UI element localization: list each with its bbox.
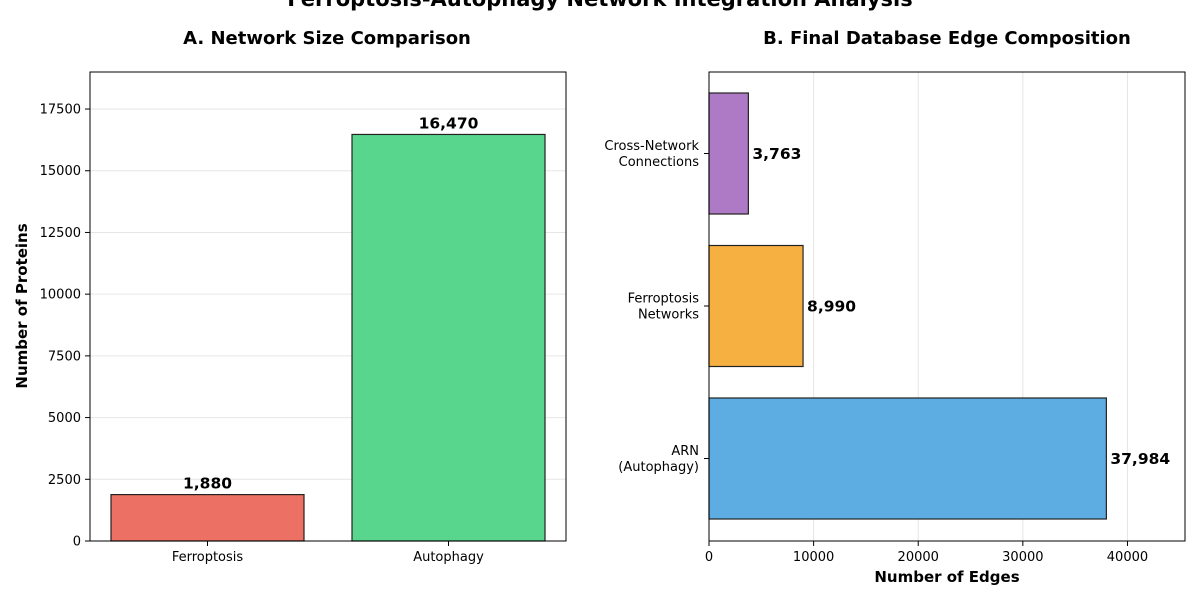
- panel-b-data-label: 8,990: [807, 298, 856, 316]
- panel-b-data-labels: 37,984 8,990 3,763: [752, 145, 1170, 468]
- panel-b-bar-0: [708, 397, 1107, 520]
- panel-b-bar-1: [708, 244, 804, 368]
- panel-a-y-tick-label: 15000: [40, 164, 81, 179]
- panel-b-x-tick-label: 20000: [898, 550, 939, 565]
- panel-a-x-ticks: Ferroptosis Autophagy: [172, 541, 484, 565]
- panel-b-bar-2: [708, 92, 749, 215]
- panel-a-y-tick-label: 7500: [48, 349, 81, 364]
- panel-a-y-axis-label: Number of Proteins: [13, 223, 31, 388]
- panel-b-edge-composition: B. Final Database Edge Composition 37,98…: [604, 28, 1186, 586]
- panel-a-data-labels: 1,880 16,470: [183, 114, 479, 492]
- panel-a-y-tick-label: 17500: [40, 103, 81, 118]
- panel-a-data-label: 1,880: [183, 475, 232, 493]
- panel-a-y-tick-label: 0: [73, 535, 81, 550]
- panel-b-axes-frame: [708, 71, 1186, 542]
- panel-a-title: A. Network Size Comparison: [183, 28, 471, 49]
- panel-a-data-label: 16,470: [419, 114, 479, 132]
- panel-b-y-ticks: ARN (Autophagy) Ferroptosis Networks Cross-N…: [604, 139, 709, 475]
- panel-a-y-ticks: 0 2500 5000 7500 10000 12500 15000 17500: [40, 103, 90, 550]
- panel-a-bar-autophagy: [351, 133, 546, 542]
- panel-b-y-tick-label: Ferroptosis Networks: [628, 292, 700, 323]
- panel-b-bars: [708, 92, 1107, 520]
- panel-b-y-tick-label: ARN (Autophagy): [618, 444, 699, 475]
- panel-b-data-label: 3,763: [752, 145, 801, 163]
- panel-b-x-axis-label: Number of Edges: [874, 568, 1019, 586]
- panel-a-gridlines: [90, 108, 566, 542]
- panel-b-x-tick-label: 10000: [793, 550, 834, 565]
- panel-a-x-tick-label: Ferroptosis: [172, 550, 244, 565]
- panel-b-x-tick-label: 0: [705, 550, 713, 565]
- panel-a-bar-ferroptosis: [110, 493, 305, 542]
- panel-a-y-tick-label: 12500: [40, 226, 81, 241]
- panel-a-network-size: A. Network Size Comparison 1,880 16,470 0…: [13, 28, 567, 565]
- panel-b-y-tick-label: Cross-Network Connections: [604, 139, 699, 170]
- panel-a-y-tick-label: 5000: [48, 411, 81, 426]
- panel-b-x-tick-label: 40000: [1107, 550, 1148, 565]
- panel-a-x-tick-label: Autophagy: [413, 550, 484, 565]
- panel-a-bars: [110, 133, 546, 542]
- panel-b-x-tick-label: 30000: [1002, 550, 1043, 565]
- figure-suptitle: Ferroptosis-Autophagy Network Integratio…: [287, 0, 912, 11]
- panel-b-x-ticks: 0 10000 20000 30000 40000: [705, 541, 1148, 565]
- panel-a-y-tick-label: 10000: [40, 288, 81, 303]
- panel-a-y-tick-label: 2500: [48, 473, 81, 488]
- panel-b-data-label: 37,984: [1110, 450, 1170, 468]
- panel-b-title: B. Final Database Edge Composition: [763, 28, 1131, 49]
- panel-a-axes-frame: [89, 71, 567, 542]
